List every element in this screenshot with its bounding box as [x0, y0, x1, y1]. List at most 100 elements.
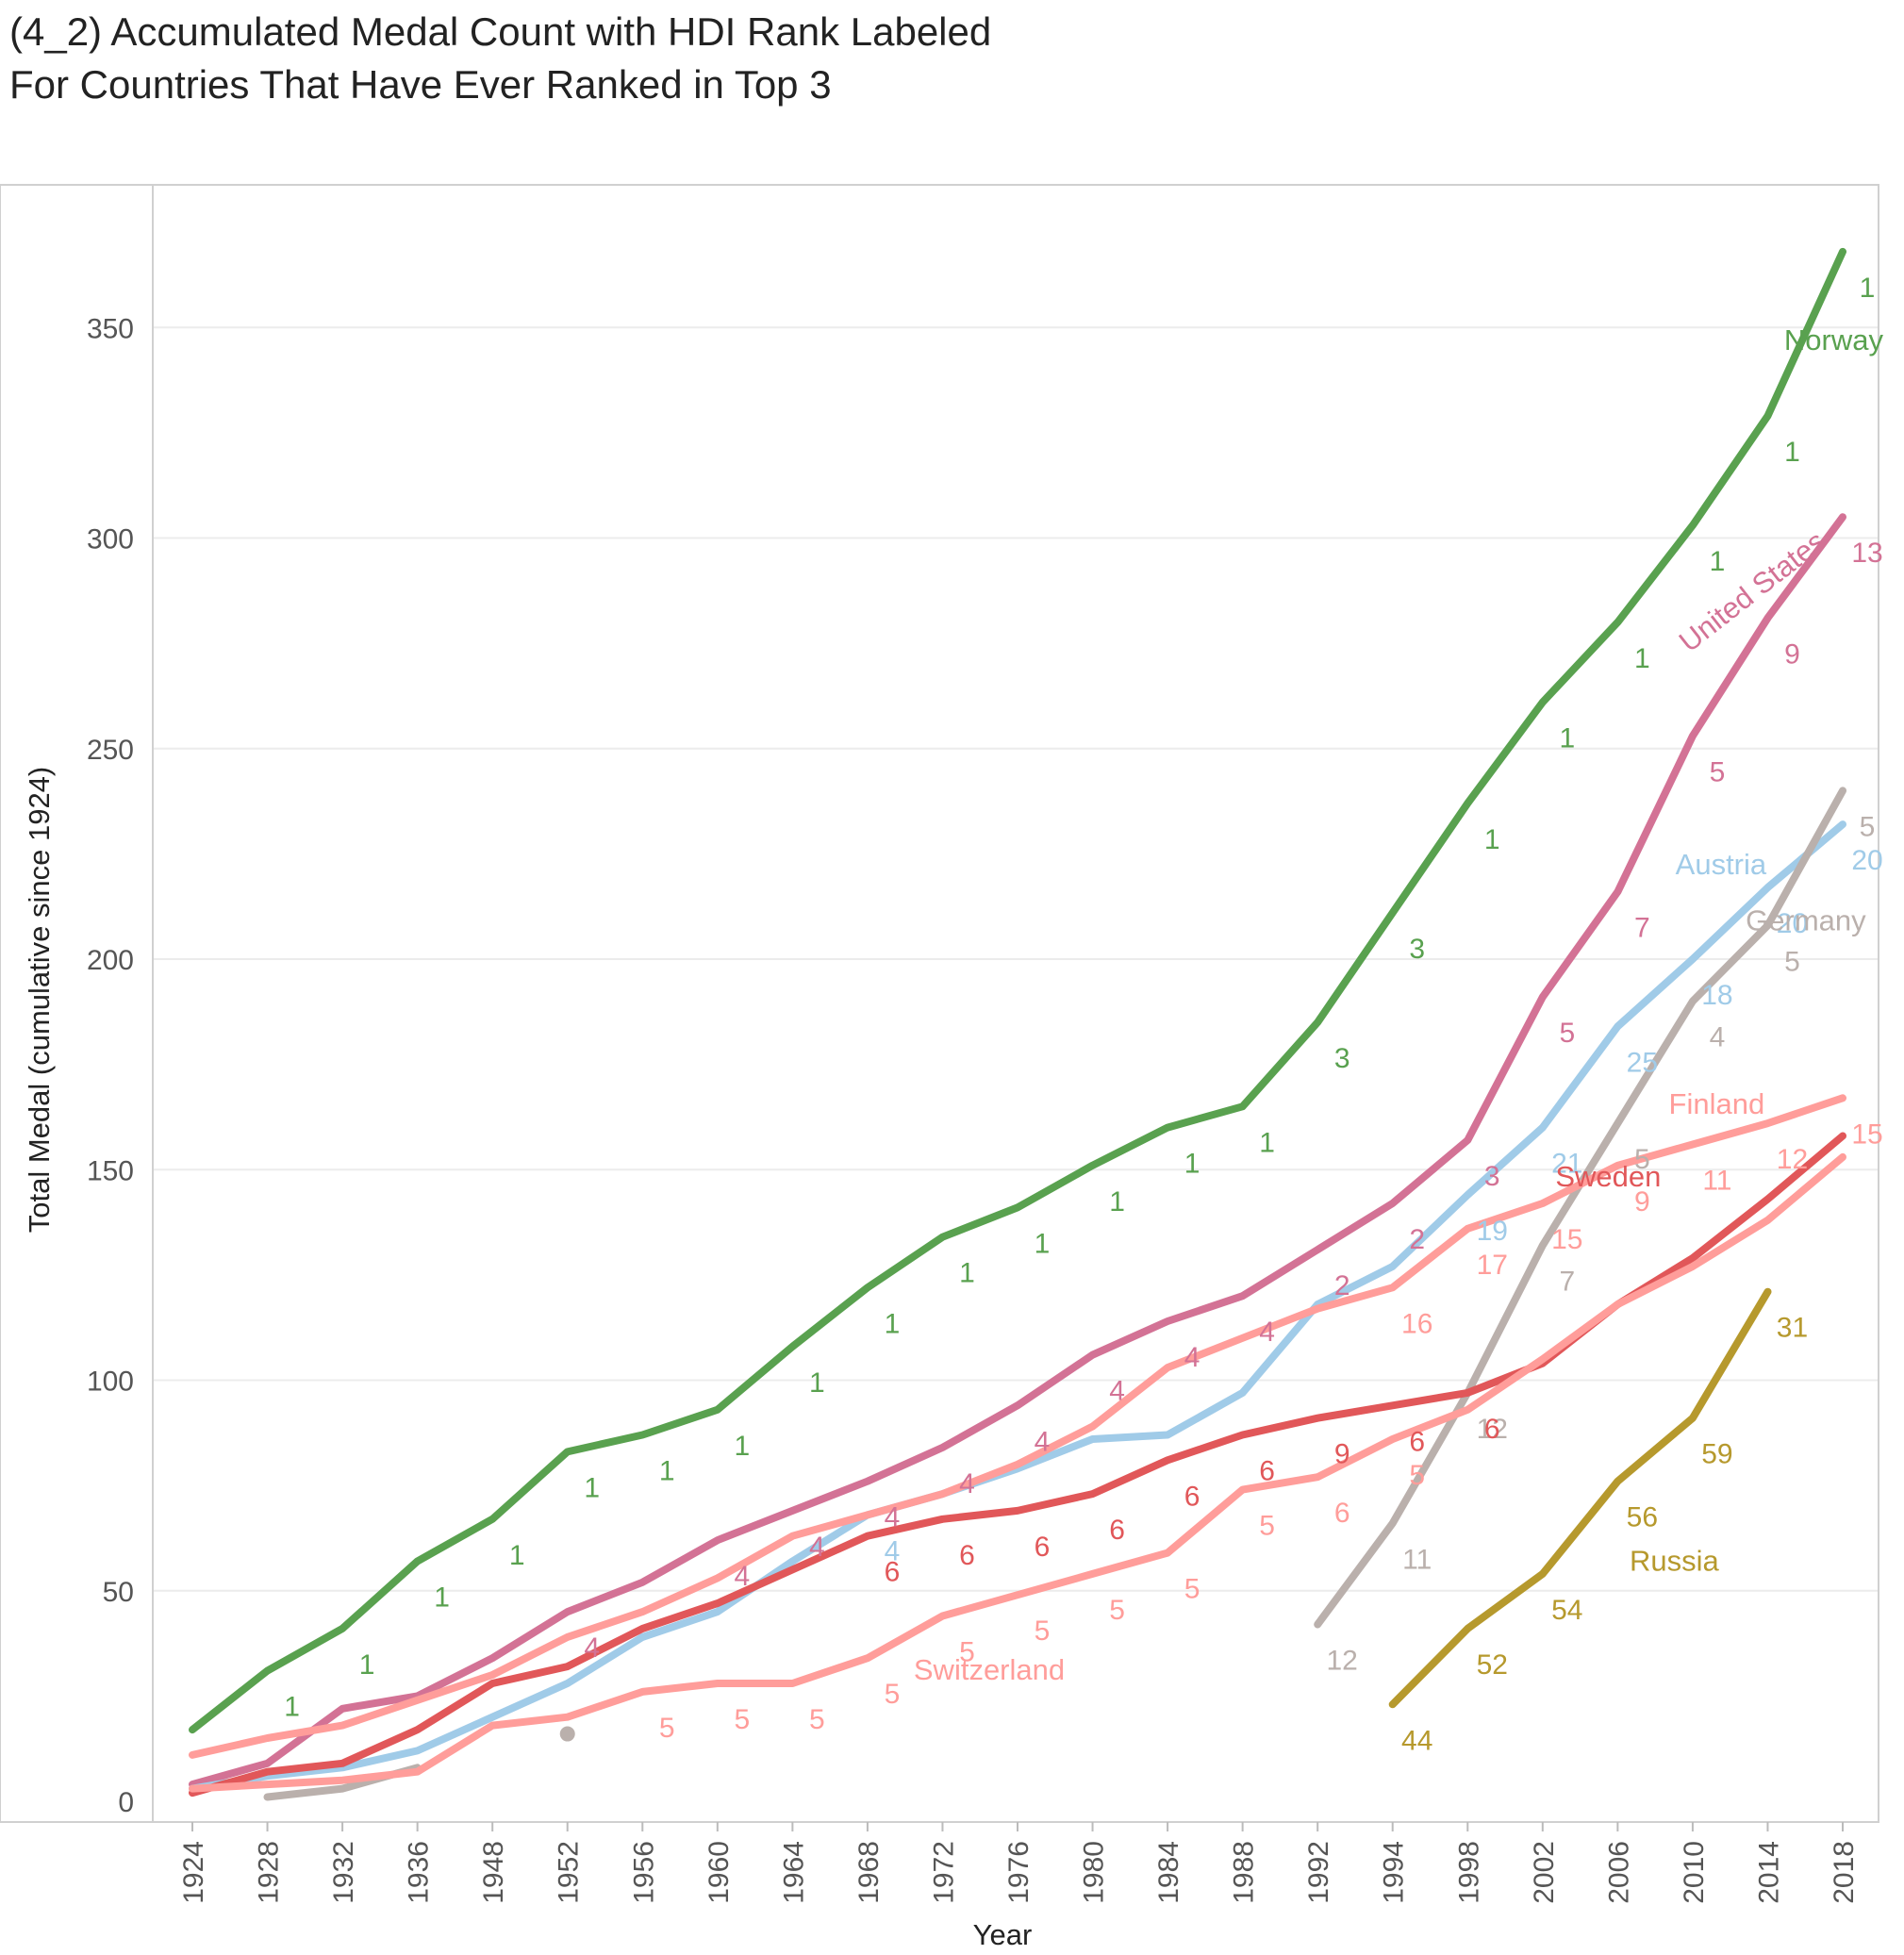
rank-label: 1: [434, 1582, 450, 1613]
x-tick-label: 1932: [328, 1841, 359, 1904]
x-tick-label: 1976: [1003, 1841, 1035, 1904]
rank-label: 11: [1402, 1544, 1432, 1575]
series-line-germany: [263, 787, 1846, 1801]
series-name-switzerland: Switzerland: [914, 1653, 1065, 1686]
rank-label: 6: [1259, 1456, 1275, 1487]
rank-label: 6: [885, 1557, 901, 1588]
rank-label: 1: [1634, 643, 1650, 674]
x-tick-label: 1956: [628, 1841, 659, 1904]
rank-label: 5: [1409, 1460, 1425, 1491]
rank-label: 4: [584, 1632, 600, 1664]
series-line-switzerland: [189, 1152, 1846, 1793]
x-tick-label: 2014: [1753, 1841, 1784, 1904]
rank-label: 12: [1477, 1414, 1508, 1445]
series-line-united-states: [189, 513, 1846, 1789]
x-tick-label: 1972: [928, 1841, 959, 1904]
rank-label: 20: [1777, 908, 1808, 939]
x-tick-label: 2018: [1829, 1841, 1860, 1904]
rank-label: 4: [809, 1532, 825, 1563]
rank-label: 3: [1334, 1043, 1350, 1074]
rank-label: 5: [1710, 756, 1726, 787]
rank-label: 1: [1559, 723, 1575, 754]
series-line-russia: [1388, 1287, 1772, 1709]
rank-label: 4: [1035, 1426, 1051, 1457]
x-tick-label: 1980: [1079, 1841, 1110, 1904]
rank-label: 4: [1109, 1376, 1125, 1407]
y-axis: 0 50 100 150 200 250 300 350: [87, 313, 134, 1818]
series-name-norway: Norway: [1784, 323, 1884, 356]
rank-label: 3: [1409, 934, 1425, 965]
series-line-austria: [189, 820, 1846, 1793]
series-line-finland: [189, 1094, 1846, 1759]
rank-label: 1: [1035, 1228, 1051, 1259]
rank-label: 1: [284, 1692, 300, 1723]
chart-title: (4_2) Accumulated Medal Count with HDI R…: [9, 6, 991, 111]
y-axis-title: Total Medal (cumulative since 1924): [23, 767, 56, 1234]
rank-label: 5: [734, 1704, 750, 1735]
rank-label: 16: [1401, 1308, 1432, 1339]
rank-label: 4: [1710, 1022, 1726, 1053]
y-tick-label: 300: [87, 524, 134, 555]
rank-label: 4: [1259, 1317, 1275, 1348]
series-name-sweden: Sweden: [1555, 1160, 1661, 1193]
x-tick-label: 1928: [254, 1841, 285, 1904]
y-tick-label: 0: [118, 1787, 134, 1818]
series-lines: [189, 247, 1846, 1801]
rank-label: 1: [359, 1649, 375, 1681]
rank-label: 9: [1634, 1186, 1650, 1218]
y-tick-label: 200: [87, 945, 134, 976]
chart-title-line-2: For Countries That Have Ever Ranked in T…: [9, 62, 832, 107]
rank-label: 1: [734, 1431, 750, 1462]
rank-label: 5: [1784, 946, 1800, 977]
rank-label: 5: [809, 1704, 825, 1735]
x-tick-label: 1960: [704, 1841, 735, 1904]
rank-label: 4: [885, 1502, 901, 1533]
rank-label: 15: [1851, 1118, 1882, 1150]
rank-label: 19: [1477, 1216, 1508, 1247]
x-tick-label: 1924: [178, 1841, 209, 1904]
rank-label: 7: [1634, 913, 1650, 944]
rank-label: 1: [509, 1540, 525, 1571]
rank-label: 54: [1551, 1595, 1582, 1626]
gridlines: [153, 326, 1879, 1592]
rank-labels: 1111111111111133111111444444444223575913…: [284, 273, 1882, 1756]
y-tick-label: 50: [103, 1577, 134, 1608]
rank-label: 5: [659, 1713, 675, 1744]
rank-label: 5: [1559, 1018, 1575, 1049]
rank-label: 2: [1409, 1224, 1425, 1255]
rank-label: 9: [1334, 1439, 1350, 1470]
series-line-norway: [189, 247, 1846, 1734]
rank-label: 9: [1784, 638, 1800, 670]
y-tick-label: 150: [87, 1155, 134, 1186]
rank-label: 1: [1184, 1149, 1200, 1180]
rank-label: 6: [1109, 1515, 1125, 1546]
rank-label: 3: [1484, 1161, 1500, 1192]
rank-label: 13: [1851, 538, 1882, 569]
rank-label: 1: [1784, 437, 1800, 468]
chart-title-line-1: (4_2) Accumulated Medal Count with HDI R…: [9, 9, 992, 54]
rank-label: 12: [1777, 1144, 1808, 1175]
rank-label: 6: [1409, 1426, 1425, 1457]
rank-label: 5: [885, 1679, 901, 1710]
rank-label: 4: [1184, 1342, 1200, 1373]
rank-label: 1: [809, 1367, 825, 1399]
rank-label: 5: [1035, 1615, 1051, 1647]
x-tick-label: 1964: [778, 1841, 809, 1904]
series-name-russia: Russia: [1630, 1545, 1720, 1578]
rank-label: 5: [1860, 811, 1876, 842]
rank-label: 44: [1401, 1725, 1432, 1756]
rank-label: 6: [1484, 1414, 1500, 1445]
rank-label: 1: [659, 1456, 675, 1487]
rank-label: 11: [1702, 1165, 1731, 1196]
series-name-germany: Germany: [1746, 904, 1866, 937]
x-tick-label: 1988: [1229, 1841, 1260, 1904]
rank-label: 4: [885, 1535, 901, 1566]
rank-label: 12: [1326, 1645, 1357, 1676]
rank-label: 59: [1701, 1439, 1732, 1470]
rank-label: 1: [959, 1258, 975, 1289]
x-tick-label: 1952: [554, 1841, 585, 1904]
x-tick-label: 1998: [1453, 1841, 1484, 1904]
rank-label: 17: [1477, 1250, 1508, 1281]
